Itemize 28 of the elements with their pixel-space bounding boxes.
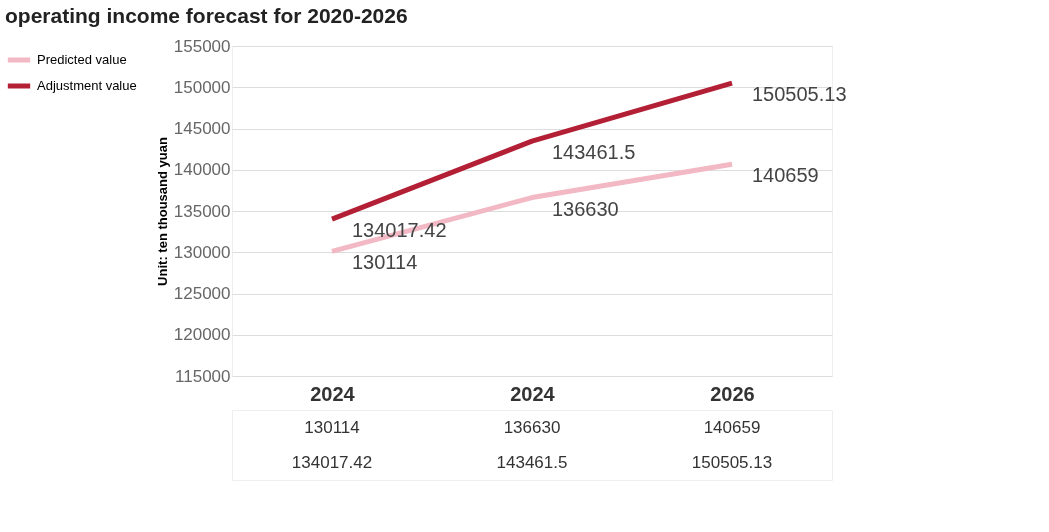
y-tick-label: 135000 [173, 201, 231, 221]
y-tick-label: 115000 [175, 366, 231, 386]
chart-title: operating income forecast for 2020-2026 [5, 3, 408, 27]
y-tick-label: 125000 [173, 284, 231, 303]
legend-label: Predicted value [37, 52, 127, 67]
data-label: 140659 [752, 164, 819, 187]
y-tick-label: 150000 [173, 77, 231, 97]
y-tick-label: 145000 [173, 119, 231, 138]
legend-label: Adjustment value [37, 78, 137, 93]
data-label: 136630 [552, 197, 619, 220]
text: 140659 [703, 417, 761, 437]
x-tick-label: 2026 [710, 382, 755, 405]
x-tick-label: 2024 [510, 382, 556, 405]
text: 136630 [503, 417, 561, 437]
y-tick-label: 140000 [173, 160, 231, 180]
x-tick-label: 2024 [310, 382, 356, 405]
y-axis-title: Unit: ten thousand yuan [154, 137, 170, 286]
text: 130114 [304, 417, 360, 437]
text: 143461.5 [496, 452, 568, 472]
data-label: 130114 [352, 251, 418, 274]
y-tick-label: 120000 [173, 325, 231, 345]
y-tick-label: 155000 [173, 36, 231, 56]
data-label: 143461.5 [552, 141, 636, 164]
text: 150505.13 [691, 452, 773, 472]
data-label: 134017.42 [352, 219, 447, 242]
y-tick-label: 130000 [173, 242, 231, 262]
data-label: 150505.13 [752, 83, 847, 106]
text: 134017.42 [291, 452, 373, 472]
